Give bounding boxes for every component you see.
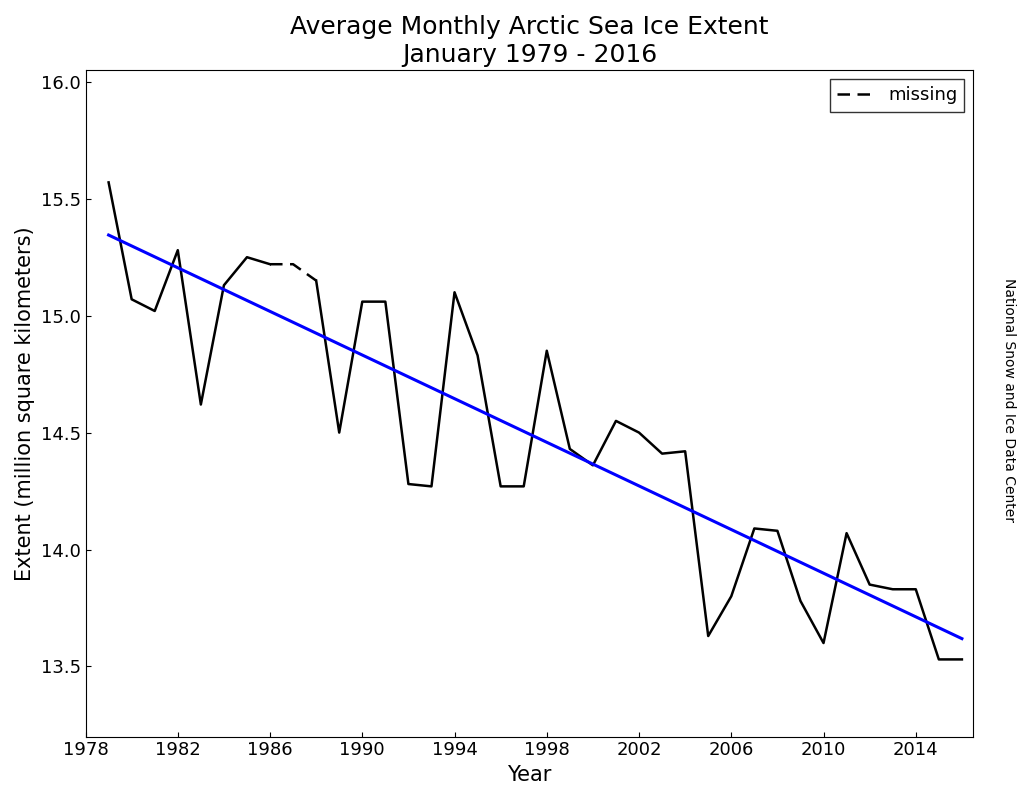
Text: National Snow and Ice Data Center: National Snow and Ice Data Center: [1002, 278, 1016, 522]
Y-axis label: Extent (million square kilometers): Extent (million square kilometers): [14, 226, 35, 581]
X-axis label: Year: Year: [507, 765, 552, 785]
Legend: missing: missing: [830, 79, 965, 112]
Title: Average Monthly Arctic Sea Ice Extent
January 1979 - 2016: Average Monthly Arctic Sea Ice Extent Ja…: [290, 15, 769, 66]
